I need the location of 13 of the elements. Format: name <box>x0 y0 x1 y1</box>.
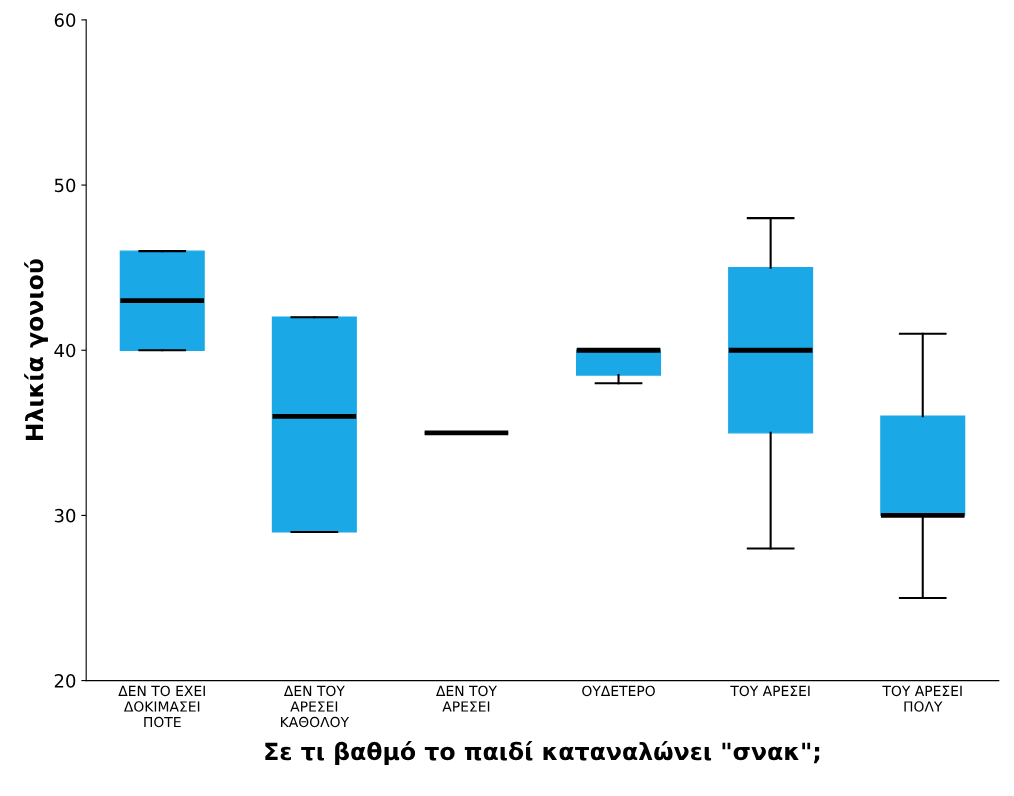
y-tick-label: 30 <box>54 508 76 523</box>
y-axis-title: Ηλικία γονιού <box>24 259 48 441</box>
y-tick-label: 40 <box>54 343 76 358</box>
x-tick-label: ΤΟΥ ΑΡΕΣΕΙ ΠΟΛΥ <box>882 685 962 712</box>
x-axis-title: Σε τι βαθμό το παιδί καταναλώνει "σνακ"; <box>265 741 820 765</box>
x-tick-label: ΔΕΝ ΤΟΥ ΑΡΕΣΕΙ <box>436 685 497 712</box>
y-tick-label: 20 <box>54 674 76 688</box>
y-tick-label: 60 <box>54 13 76 28</box>
x-tick-label: ΟΥΔΕΤΕΡΟ <box>582 685 655 697</box>
x-tick-label: ΤΟΥ ΑΡΕΣΕΙ <box>730 685 810 697</box>
y-tick-label: 50 <box>54 178 76 193</box>
x-tick-label: ΔΕΝ ΤΟΥ ΑΡΕΣΕΙ ΚΑΘΟΛΟΥ <box>281 685 350 728</box>
x-tick-label: ΔΕΝ ΤΟ ΕΧΕΙ ΔΟΚΙΜΑΣΕΙ ΠΟΤΕ <box>118 685 205 728</box>
